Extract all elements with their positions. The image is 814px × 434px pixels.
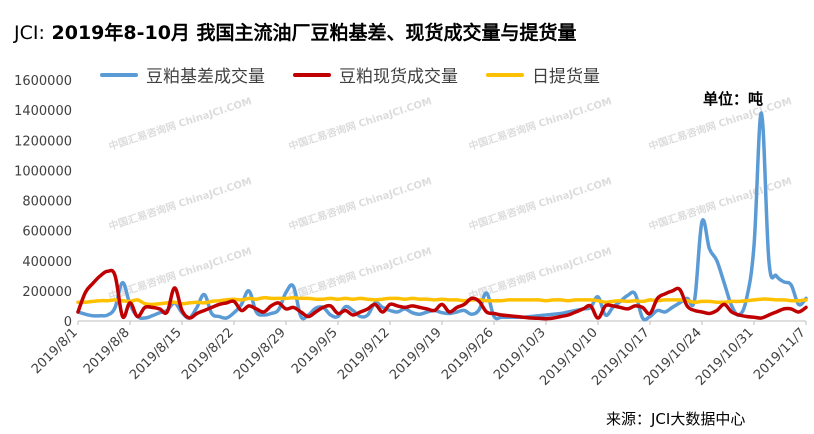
y-tick-label: 1400000 xyxy=(14,104,72,119)
x-tick-label: 2019/9/12 xyxy=(335,325,393,383)
x-tick-label: 2019/8/1 xyxy=(29,325,81,377)
watermark-text: 中国汇易咨询网 ChinaJCI.COM xyxy=(287,244,433,303)
legend-item-pickup: 日提货量 xyxy=(486,62,600,87)
x-tick-label: 2019/8/15 xyxy=(127,325,185,383)
x-tick-label: 2019/8/8 xyxy=(81,325,133,377)
legend-swatch-pickup xyxy=(486,72,524,77)
watermark-text: 中国汇易咨询网 ChinaJCI.COM xyxy=(107,174,253,233)
y-tick-label: 1600000 xyxy=(14,74,72,89)
x-tick-label: 2019/8/22 xyxy=(179,325,237,383)
source-label: 来源：JCI大数据中心 xyxy=(606,410,746,428)
x-tick-label: 2019/8/29 xyxy=(231,325,289,383)
x-tick-label: 2019/9/19 xyxy=(387,325,445,383)
legend-swatch-spot xyxy=(293,72,331,77)
legend: 豆粕基差成交量 豆粕现货成交量 日提货量 xyxy=(100,62,600,87)
title-main: 2019年8-10月 我国主流油厂豆粕基差、现货成交量与提货量 xyxy=(51,22,577,44)
x-tick-label: 2019/11/7 xyxy=(751,325,809,383)
watermark-text: 中国汇易咨询网 ChinaJCI.COM xyxy=(287,94,433,153)
y-axis: 0 200000 400000 600000 800000 1000000 1200000 1… xyxy=(14,74,806,330)
watermark-text: 中国汇易咨询网 ChinaJCI.COM xyxy=(467,94,613,153)
watermark-text: 中国汇易咨询网 ChinaJCI.COM xyxy=(647,174,793,233)
x-tick-label: 2019/9/26 xyxy=(439,325,497,383)
legend-label-basis: 豆粕基差成交量 xyxy=(146,67,265,87)
chart-title: JCI: 2019年8-10月 我国主流油厂豆粕基差、现货成交量与提货量 xyxy=(14,18,577,45)
x-tick-label: 2019/9/5 xyxy=(289,325,341,377)
legend-swatch-basis xyxy=(100,72,138,77)
y-tick-label: 0 xyxy=(64,315,72,330)
title-prefix: JCI: xyxy=(14,22,45,44)
watermark-text: 中国汇易咨询网 ChinaJCI.COM xyxy=(107,244,253,303)
legend-item-spot: 豆粕现货成交量 xyxy=(293,62,458,87)
watermark-text: 中国汇易咨询网 ChinaJCI.COM xyxy=(647,94,793,153)
y-tick-label: 400000 xyxy=(22,255,72,270)
y-tick-label: 600000 xyxy=(22,225,72,240)
series-spot-volume-line xyxy=(76,268,808,321)
y-tick-label: 1000000 xyxy=(14,164,72,179)
series-basis-volume-line xyxy=(76,111,808,322)
y-tick-label: 800000 xyxy=(22,195,72,210)
y-tick-label: 1200000 xyxy=(14,134,72,149)
watermark-text: 中国汇易咨询网 ChinaJCI.COM xyxy=(467,174,613,233)
x-axis: 2019/8/1 2019/8/82019/8/152019/8/222019/8… xyxy=(29,321,809,389)
unit-label: 单位：吨 xyxy=(703,90,764,108)
watermark-text: 中国汇易咨询网 ChinaJCI.COM xyxy=(287,174,433,233)
watermark-layer: 中国汇易咨询网 ChinaJCI.COM 中国汇易咨询网 ChinaJCI.COM… xyxy=(107,94,793,303)
watermark-text: 中国汇易咨询网 ChinaJCI.COM xyxy=(107,94,253,153)
legend-label-pickup: 日提货量 xyxy=(532,67,600,87)
legend-label-spot: 豆粕现货成交量 xyxy=(339,67,458,87)
legend-item-basis: 豆粕基差成交量 xyxy=(100,62,265,87)
series-layer xyxy=(76,111,808,322)
y-tick-label: 200000 xyxy=(22,285,72,300)
